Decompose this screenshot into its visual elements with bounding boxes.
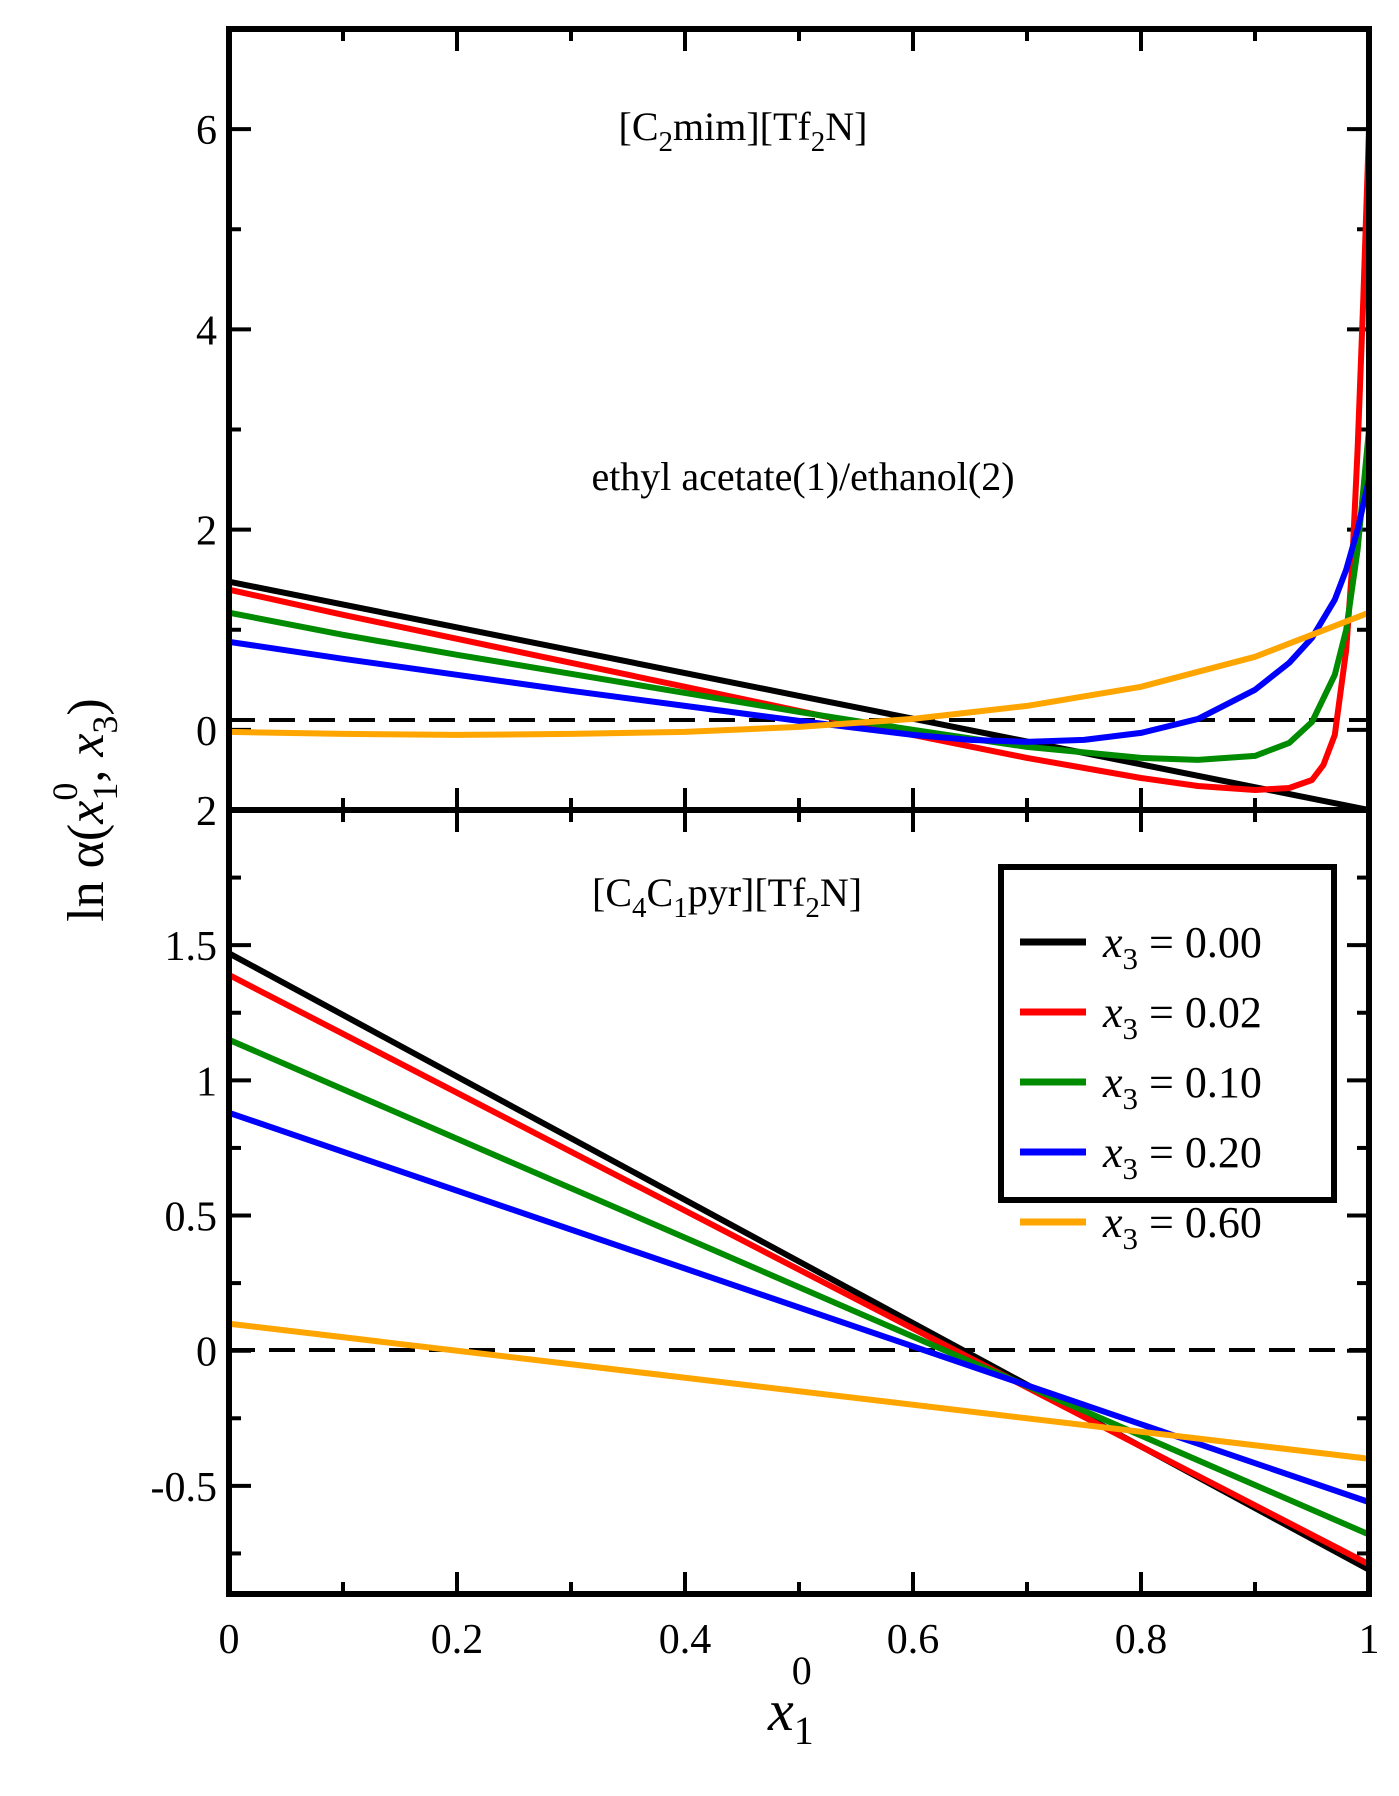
top-series-group: [229, 126, 1369, 810]
top-series-x3-0-20: [229, 476, 1369, 745]
x-tick-label-0: 0: [219, 1617, 240, 1663]
bottom-panel: -0.5 0 0.5 1 1.5 2 0 0.2 0.4 0.6 0.8 1 [C4C1pyr][Tf…: [151, 789, 1380, 1663]
x-axis-label: x10: [767, 1648, 814, 1753]
bottom-panel-title: [C4C1pyr][Tf2N]: [592, 870, 862, 924]
x-tick-label-0-2: 0.2: [431, 1617, 484, 1663]
top-y-tick-label-4: 4: [196, 308, 217, 354]
top-y-tick-labels: 0 2 4 6: [196, 108, 217, 755]
legend-label-0-02: x3 = 0.02: [1102, 988, 1262, 1046]
bottom-y-tick-label-0: 0: [196, 1330, 217, 1376]
bottom-series-x3-0-02: [229, 971, 1369, 1568]
bottom-panel-frame: [226, 807, 1372, 1597]
bottom-y-tick-label-1: 1: [196, 1059, 217, 1105]
legend: x3 = 0.00 x3 = 0.02 x3 = 0.10 x3 = 0.20 x3 =…: [998, 864, 1337, 1256]
bottom-y-tick-label-0-5: -0.5: [151, 1465, 218, 1511]
bottom-series-x3-0-10: [229, 1036, 1369, 1538]
legend-label-0-20: x3 = 0.20: [1102, 1128, 1262, 1186]
top-series-x3-0-10: [229, 426, 1369, 763]
bottom-y-tick-label-0-5: 0.5: [165, 1195, 218, 1241]
legend-box: [998, 864, 1337, 1203]
bottom-series-x3-0-60: [229, 1320, 1369, 1462]
bottom-y-tick-label-2: 2: [196, 789, 217, 835]
top-series-x3-0-00: [229, 578, 1369, 810]
legend-entries: x3 = 0.00 x3 = 0.02 x3 = 0.10 x3 = 0.20 x3 =…: [1020, 918, 1262, 1256]
x-tick-label-0-4: 0.4: [659, 1617, 712, 1663]
bottom-y-tick-label-1-5: 1.5: [165, 924, 218, 970]
top-y-tick-label-0: 0: [196, 709, 217, 755]
legend-label-0-60: x3 = 0.60: [1102, 1198, 1262, 1256]
legend-label-0-10: x3 = 0.10: [1102, 1058, 1262, 1116]
top-panel-title: [C2mim][Tf2N]: [619, 104, 868, 158]
bottom-tick-labels: -0.5 0 0.5 1 1.5 2 0 0.2 0.4 0.6 0.8 1: [151, 789, 1380, 1663]
x-tick-label-0-6: 0.6: [887, 1617, 940, 1663]
legend-label-0-00: x3 = 0.00: [1102, 918, 1262, 976]
top-series-x3-0-60: [229, 609, 1369, 738]
bottom-series-group: [229, 950, 1369, 1573]
top-panel: 0 2 4 6 [C2mim][Tf2N] ethyl acetate(1)/etha…: [196, 29, 1369, 810]
top-y-tick-label-6: 6: [196, 108, 217, 154]
top-panel-subtitle: ethyl acetate(1)/ethanol(2): [591, 454, 1014, 499]
y-axis-label: ln α(x10, x3): [45, 698, 125, 922]
top-y-tick-label-2: 2: [196, 509, 217, 555]
x-tick-label-1: 1: [1359, 1617, 1380, 1663]
x-tick-label-0-8: 0.8: [1115, 1617, 1168, 1663]
